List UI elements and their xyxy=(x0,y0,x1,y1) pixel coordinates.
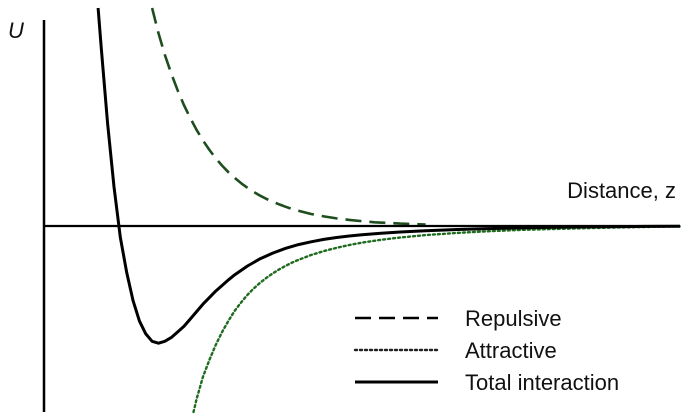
series-line-total-interaction xyxy=(96,7,681,345)
legend-label-attractive: Attractive xyxy=(465,338,557,363)
x-axis-label: Distance, z xyxy=(567,178,676,203)
curves-layer xyxy=(96,7,682,414)
legend-label-total-interaction: Total interaction xyxy=(465,370,619,395)
y-axis-label: U xyxy=(8,18,24,43)
legend-label-repulsive: Repulsive xyxy=(465,306,562,331)
legend: Repulsive Attractive Total interaction xyxy=(353,306,619,395)
series-line-attractive xyxy=(192,225,682,414)
series-line-repulsive xyxy=(150,7,426,226)
